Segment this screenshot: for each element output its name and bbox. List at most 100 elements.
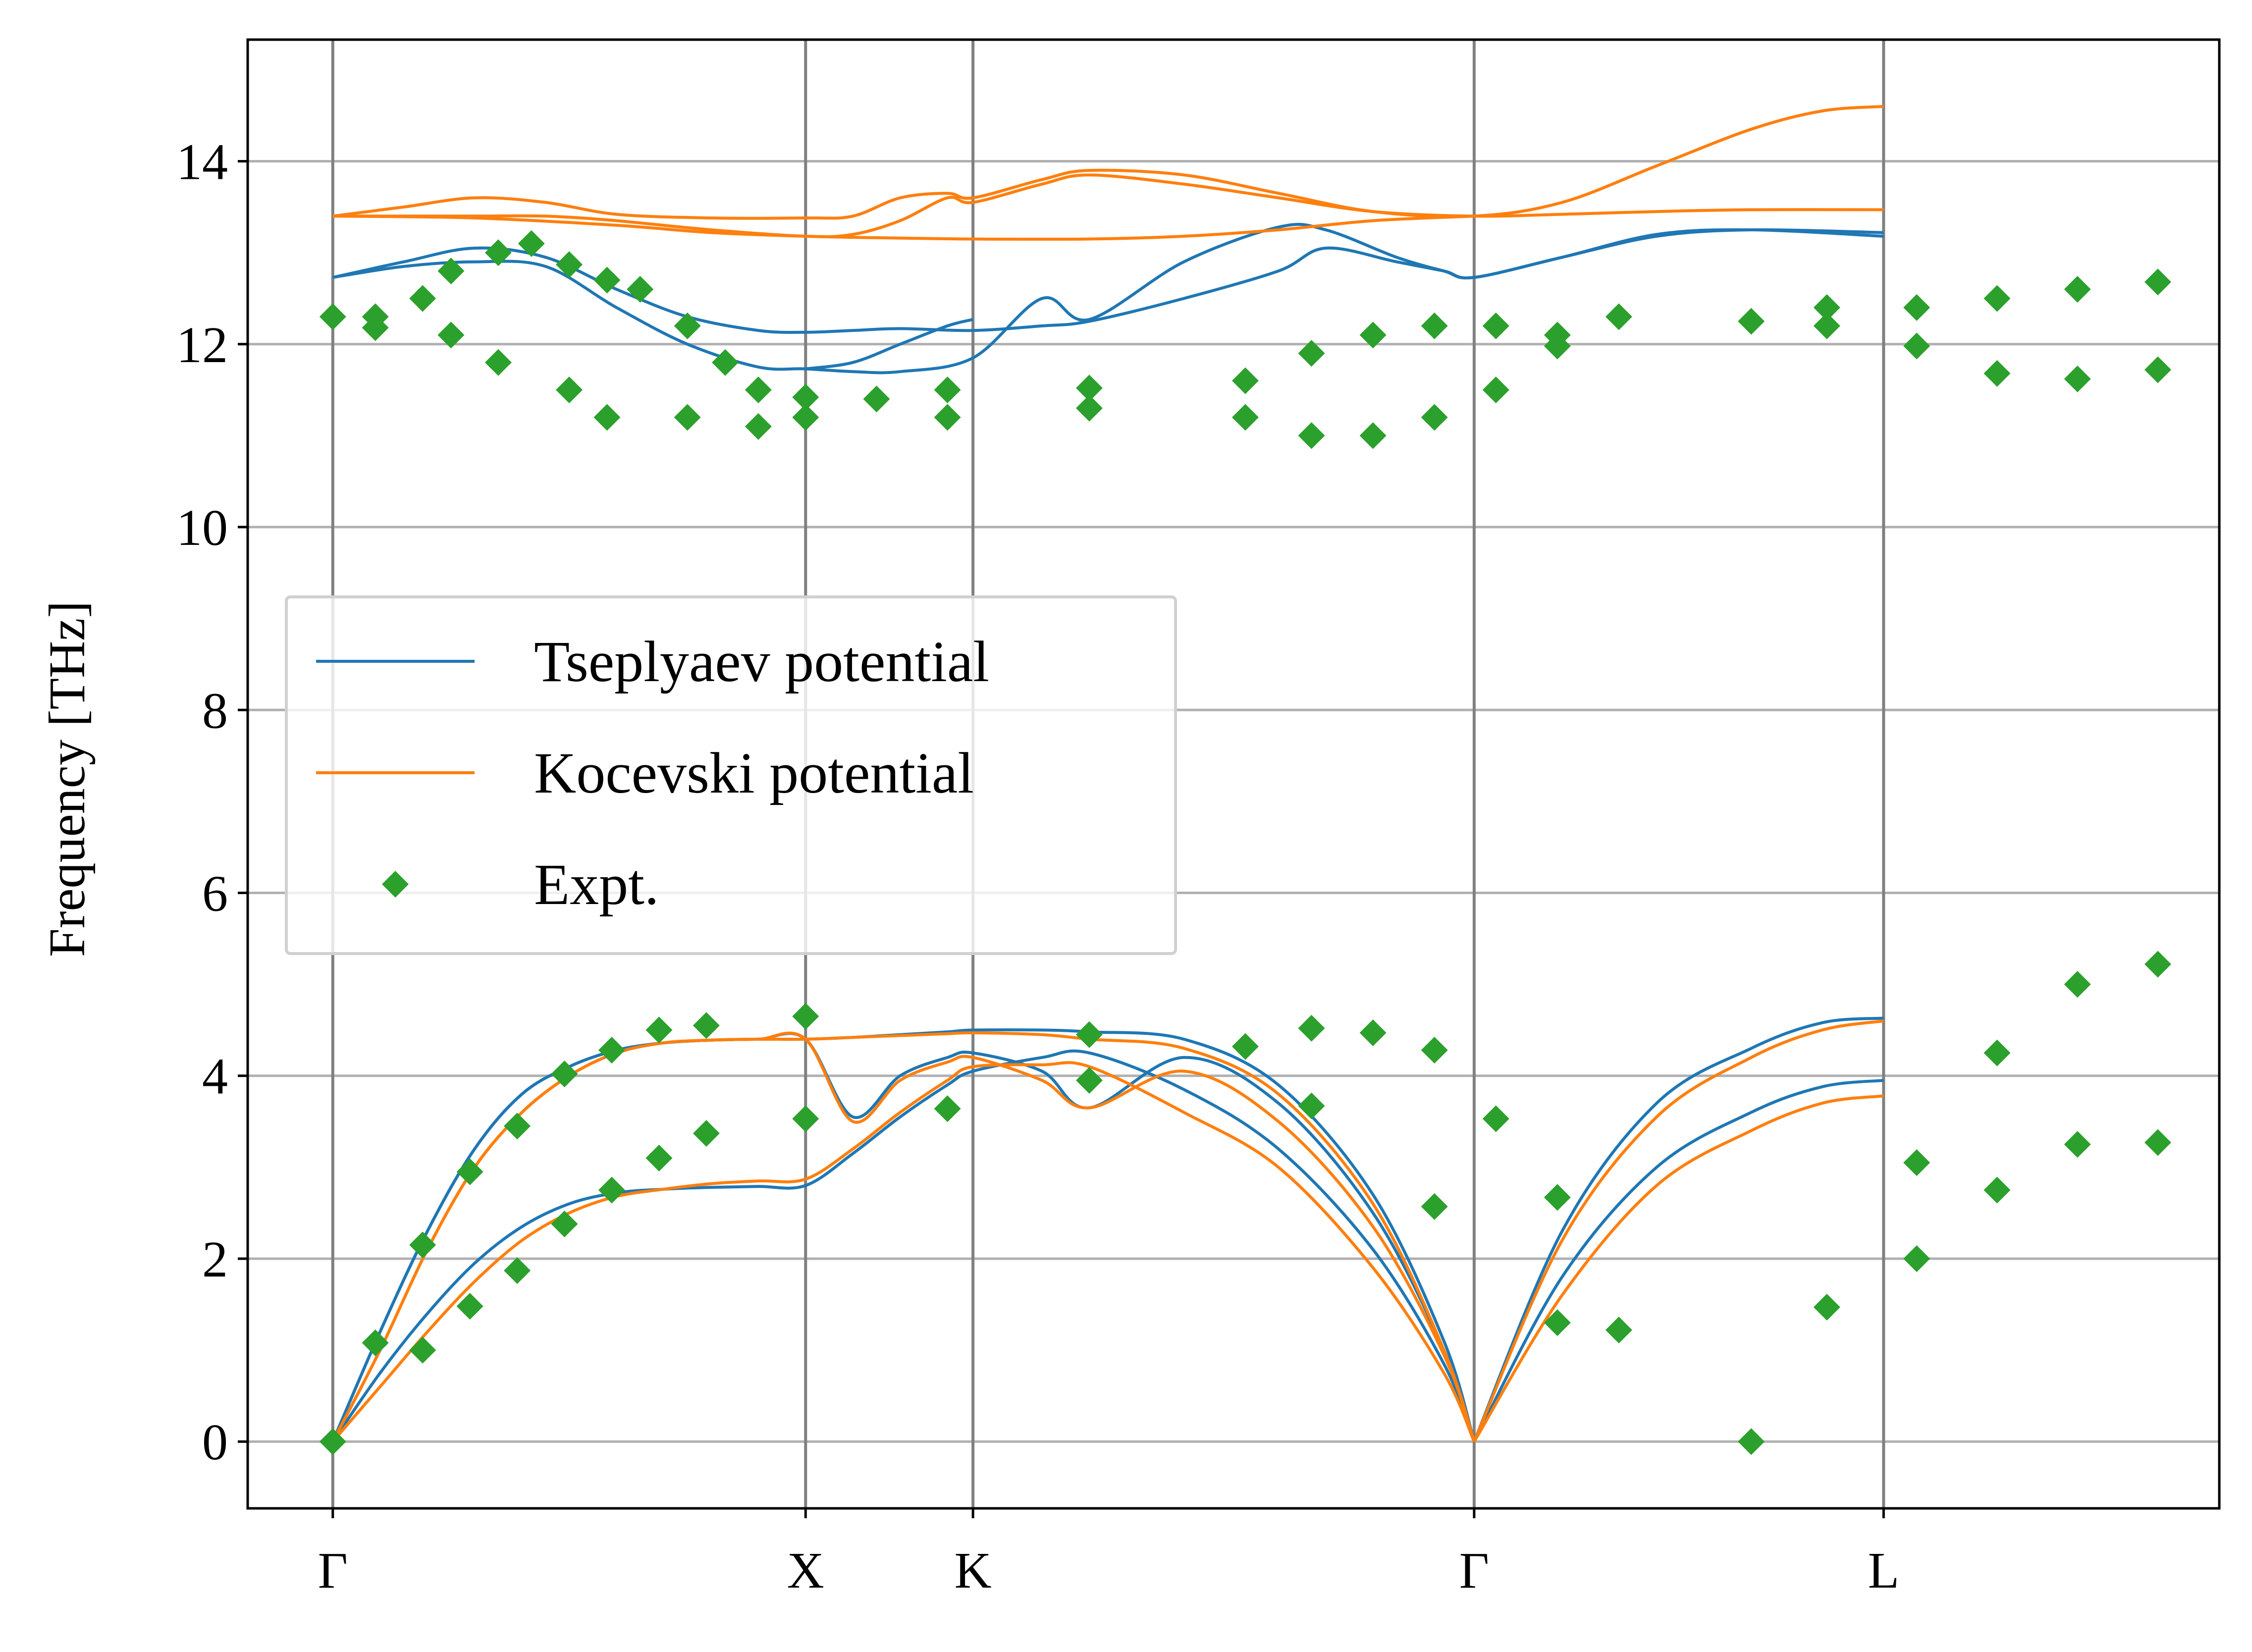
expt-data-point <box>2064 971 2091 998</box>
legend-marker-swatch <box>382 871 409 898</box>
x-tick-label: Γ <box>1459 1542 1489 1599</box>
expt-data-point <box>1075 374 1103 402</box>
y-tick-label: 12 <box>176 317 228 373</box>
expt-data-point <box>645 1144 673 1172</box>
y-tick-label: 6 <box>202 865 228 922</box>
axis-ticks: 0 2 4 6 8 10 12 14 Γ X K Γ L <box>176 134 1899 1599</box>
expt-data-point <box>1232 367 1259 394</box>
expt-data-point <box>1903 1245 1930 1272</box>
kocevski-potentialbranch <box>1473 1019 1884 1442</box>
expt-data-point <box>1738 1428 1765 1455</box>
expt-data-point <box>409 1231 436 1259</box>
legend: Tseplyaev potential Kocevski potential Exp… <box>285 595 1177 955</box>
expt-data-point <box>2144 268 2171 296</box>
expt-data-point <box>551 1061 578 1088</box>
expt-data-point <box>1359 321 1387 349</box>
grid-lines <box>248 40 2219 1508</box>
expt-data-point <box>1421 404 1448 431</box>
expt-data-point <box>1482 1105 1509 1132</box>
expt-data-point <box>1605 1316 1632 1343</box>
expt-data-point <box>456 1292 483 1320</box>
expt-data-point <box>934 376 961 404</box>
expt-data-point <box>1075 1066 1103 1094</box>
expt-data-point <box>593 266 621 294</box>
expt-data-point <box>504 1113 531 1140</box>
expt-data-point <box>319 303 346 330</box>
expt-data-point <box>1738 308 1765 335</box>
expt-data-point <box>484 239 512 266</box>
expt-data-point <box>693 1120 720 1147</box>
expt-data-point <box>1421 1193 1448 1220</box>
expt-data-point <box>598 1176 625 1204</box>
expt-data-point <box>792 1105 819 1132</box>
legend-entry-label: Tseplyaev potential <box>534 629 989 694</box>
expt-data-point <box>1984 285 2011 312</box>
y-tick-label: 4 <box>202 1048 228 1105</box>
expt-data-point <box>518 230 545 257</box>
tseplyaev-potentialbranch <box>331 1028 1476 1442</box>
tseplyaev-potentialbranch <box>805 318 973 371</box>
tseplyaev-potentialbranch <box>332 228 1884 334</box>
expt-data-point <box>1421 1037 1448 1064</box>
expt-data-point <box>504 1257 531 1284</box>
tseplyaev-potentialbranch <box>331 1049 1476 1442</box>
y-tick-label: 10 <box>176 499 228 556</box>
expt-markers <box>319 230 2171 1455</box>
expt-data-point <box>556 376 583 404</box>
expt-data-point <box>2144 1129 2171 1156</box>
expt-data-point <box>745 376 772 404</box>
expt-data-point <box>593 404 621 431</box>
expt-data-point <box>409 285 436 312</box>
expt-data-point <box>711 349 739 376</box>
expt-data-point <box>792 383 819 411</box>
tseplyaev-potentialbranch <box>1473 1079 1884 1442</box>
expt-data-point <box>863 385 890 413</box>
series-layer <box>331 105 1884 1443</box>
expt-data-point <box>1421 312 1448 339</box>
tseplyaev-potentialbranch <box>1473 1016 1884 1442</box>
x-tick-label: L <box>1868 1542 1900 1599</box>
expt-data-point <box>2064 365 2091 392</box>
expt-data-point <box>674 312 701 339</box>
expt-data-point <box>1359 1019 1387 1046</box>
expt-data-point <box>1813 1293 1840 1321</box>
y-tick-label: 0 <box>202 1414 228 1471</box>
expt-data-point <box>1298 1092 1325 1119</box>
legend-entry-label: Kocevski potential <box>534 741 974 805</box>
expt-data-point <box>1298 340 1325 367</box>
y-tick-label: 2 <box>202 1231 228 1288</box>
kocevski-potentialbranch <box>331 1061 1476 1443</box>
expt-data-point <box>1482 312 1509 339</box>
kocevski-potentialbranch <box>332 105 1884 220</box>
expt-data-point <box>674 404 701 431</box>
expt-data-point <box>1903 332 1930 360</box>
expt-data-point <box>1544 1184 1571 1211</box>
kocevski-potentialbranch <box>332 173 1884 238</box>
expt-data-point <box>745 413 772 440</box>
y-tick-label: 8 <box>202 682 228 739</box>
expt-data-point <box>1544 321 1571 349</box>
expt-data-point <box>484 349 512 376</box>
expt-data-point <box>934 404 961 431</box>
expt-data-point <box>437 258 465 285</box>
expt-data-point <box>1605 303 1632 330</box>
expt-data-point <box>1813 294 1840 321</box>
expt-data-point <box>1482 376 1509 404</box>
expt-data-point <box>1232 404 1259 431</box>
x-tick-label: X <box>787 1542 824 1599</box>
expt-data-point <box>1298 422 1325 449</box>
expt-data-point <box>362 1329 389 1356</box>
expt-data-point <box>598 1037 625 1064</box>
plot-frame <box>246 38 2221 1510</box>
expt-data-point <box>319 1428 346 1455</box>
kocevski-potentialbranch <box>332 214 1474 241</box>
expt-data-point <box>362 314 389 341</box>
y-tick-label: 14 <box>176 134 228 191</box>
expt-data-point <box>437 321 465 349</box>
y-axis-label: Frequency [THz] <box>39 601 96 957</box>
expt-data-point <box>2064 276 2091 303</box>
expt-data-point <box>2144 951 2171 978</box>
expt-data-point <box>1813 312 1840 339</box>
expt-data-point <box>792 1003 819 1030</box>
